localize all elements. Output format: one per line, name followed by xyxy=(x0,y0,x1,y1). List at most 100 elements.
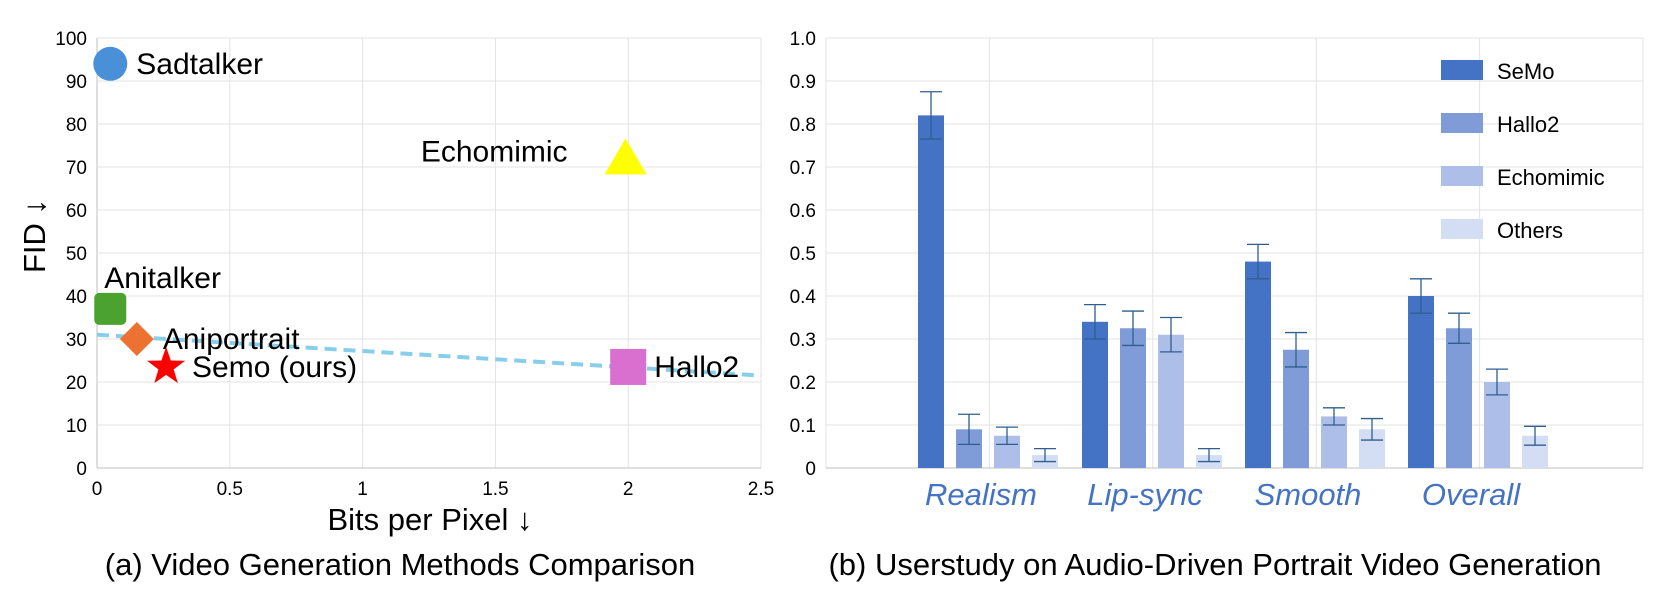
y-tick-label: 0.9 xyxy=(790,72,816,93)
bar-echomimic-lipsync xyxy=(1158,334,1184,468)
error-bar xyxy=(1361,417,1383,441)
marker-circle xyxy=(93,46,128,81)
error-bar xyxy=(1323,407,1345,426)
legend-label: SeMo xyxy=(1497,59,1554,84)
error-bar xyxy=(1198,447,1220,463)
error-bar xyxy=(1524,425,1546,446)
error-bar xyxy=(1034,447,1056,463)
error-bar xyxy=(1448,312,1470,344)
point-label: Semo (ours) xyxy=(192,351,357,384)
legend-swatch xyxy=(1441,166,1483,186)
error-bar xyxy=(1285,331,1307,368)
y-tick-label: 40 xyxy=(66,287,87,308)
x-tick-labels: 0 0.5 1 1.5 2 2.5 xyxy=(92,479,775,500)
y-tick-label: 0.4 xyxy=(790,287,817,308)
point-label: Aniportrait xyxy=(163,323,300,356)
y-tick-label: 0 xyxy=(805,459,816,480)
point-hallo2: Hallo2 xyxy=(610,348,739,385)
x-tick-label: 2.5 xyxy=(748,479,774,500)
error-bar xyxy=(1084,303,1106,340)
bar-semo-realism xyxy=(918,115,944,469)
y-tick-labels: 0 10 20 30 40 50 60 70 80 90 100 xyxy=(55,29,87,480)
error-bar xyxy=(1122,310,1144,347)
scatter-chart-panel: Sadtalker Echomimic Anitalker AniportraitSe… xyxy=(17,29,774,582)
y-tick-label: 20 xyxy=(66,373,87,394)
marker-square xyxy=(610,348,647,385)
y-tick-label: 50 xyxy=(66,244,87,265)
trend-line-group xyxy=(96,332,762,378)
bar-hallo2-smooth xyxy=(1283,349,1309,468)
scatter-points: Sadtalker Echomimic Anitalker AniportraitSe… xyxy=(93,46,739,385)
x-tick-label: 1.5 xyxy=(482,479,508,500)
bar-semo-lipsync xyxy=(1082,321,1108,468)
y-tick-label: 0.1 xyxy=(790,416,816,437)
point-echomimic: Echomimic xyxy=(421,135,647,175)
legend-label: Others xyxy=(1497,218,1563,243)
error-bar xyxy=(996,426,1018,446)
category-label: Overall xyxy=(1422,477,1521,512)
y-tick-label: 80 xyxy=(66,115,87,136)
error-bar xyxy=(958,413,980,446)
bar-echomimic-overall xyxy=(1484,382,1510,468)
point-anitalker: Anitalker xyxy=(94,262,221,325)
bar-hallo2-lipsync xyxy=(1120,328,1146,468)
y-tick-label: 0.3 xyxy=(790,330,816,351)
marker-square xyxy=(94,292,127,325)
marker-triangle xyxy=(604,138,647,175)
bar-hallo2-overall xyxy=(1446,328,1472,468)
legend-label: Echomimic xyxy=(1497,165,1605,190)
y-tick-label: 100 xyxy=(55,29,87,50)
y-axis-title: FID ↓ xyxy=(17,199,52,273)
y-tick-label: 0 xyxy=(76,459,87,480)
y-tick-label: 1.0 xyxy=(790,29,816,50)
category-label: Realism xyxy=(925,477,1037,512)
point-aniportrait: Aniportrait xyxy=(119,322,300,356)
x-tick-label: 0 xyxy=(92,479,103,500)
point-label: Hallo2 xyxy=(654,351,739,384)
y-tick-label: 0.2 xyxy=(790,373,816,394)
x-axis-title: Bits per Pixel ↓ xyxy=(327,502,532,537)
caption-a: (a) Video Generation Methods Comparison xyxy=(105,547,695,582)
y-tick-label: 30 xyxy=(66,330,87,351)
y-tick-label: 10 xyxy=(66,416,87,437)
category-label: Lip-sync xyxy=(1087,477,1203,512)
error-bar xyxy=(1247,243,1269,280)
legend-label: Hallo2 xyxy=(1497,112,1559,137)
y-tick-label: 0.6 xyxy=(790,201,816,222)
point-label: Echomimic xyxy=(421,135,568,168)
marker-star xyxy=(147,346,186,384)
y-tick-label: 0.5 xyxy=(790,244,816,265)
legend: SeMo Hallo2 Echomimic Others xyxy=(1441,59,1605,243)
bar-chart-panel: 0 0.1 0.2 0.3 0.4 0.5 0.6 0.7 0.8 0.9 1.0 Realism L… xyxy=(790,29,1644,582)
x-tick-label: 1 xyxy=(357,479,368,500)
legend-swatch xyxy=(1441,60,1483,80)
bar-semo-overall xyxy=(1408,296,1434,468)
point-sadtalker: Sadtalker xyxy=(93,46,263,81)
trend-line xyxy=(96,332,762,378)
error-bar xyxy=(1410,278,1432,314)
point-label: Sadtalker xyxy=(136,48,263,81)
y-tick-label: 0.8 xyxy=(790,115,816,136)
scatter-gridlines xyxy=(96,37,762,469)
legend-swatch xyxy=(1441,219,1483,239)
category-labels: Realism Lip-sync Smooth Overall xyxy=(925,477,1521,512)
x-tick-label: 0.5 xyxy=(217,479,243,500)
y-tick-label: 90 xyxy=(66,72,87,93)
error-bar xyxy=(1160,316,1182,353)
marker-diamond xyxy=(119,322,154,356)
y-tick-label: 0.7 xyxy=(790,158,816,179)
y-tick-label: 60 xyxy=(66,201,87,222)
point-semo-ours: Semo (ours) xyxy=(147,346,357,384)
bar-gridlines xyxy=(825,37,1644,469)
x-tick-label: 2 xyxy=(623,479,634,500)
bars xyxy=(918,91,1548,469)
point-label: Anitalker xyxy=(104,262,221,295)
error-bar xyxy=(1486,368,1508,396)
caption-b: (b) Userstudy on Audio-Driven Portrait V… xyxy=(828,547,1601,582)
legend-swatch xyxy=(1441,113,1483,133)
error-bar xyxy=(920,91,942,140)
y-tick-label: 70 xyxy=(66,158,87,179)
y-tick-labels-b: 0 0.1 0.2 0.3 0.4 0.5 0.6 0.7 0.8 0.9 1.0 xyxy=(790,29,817,480)
bar-semo-smooth xyxy=(1245,261,1271,468)
